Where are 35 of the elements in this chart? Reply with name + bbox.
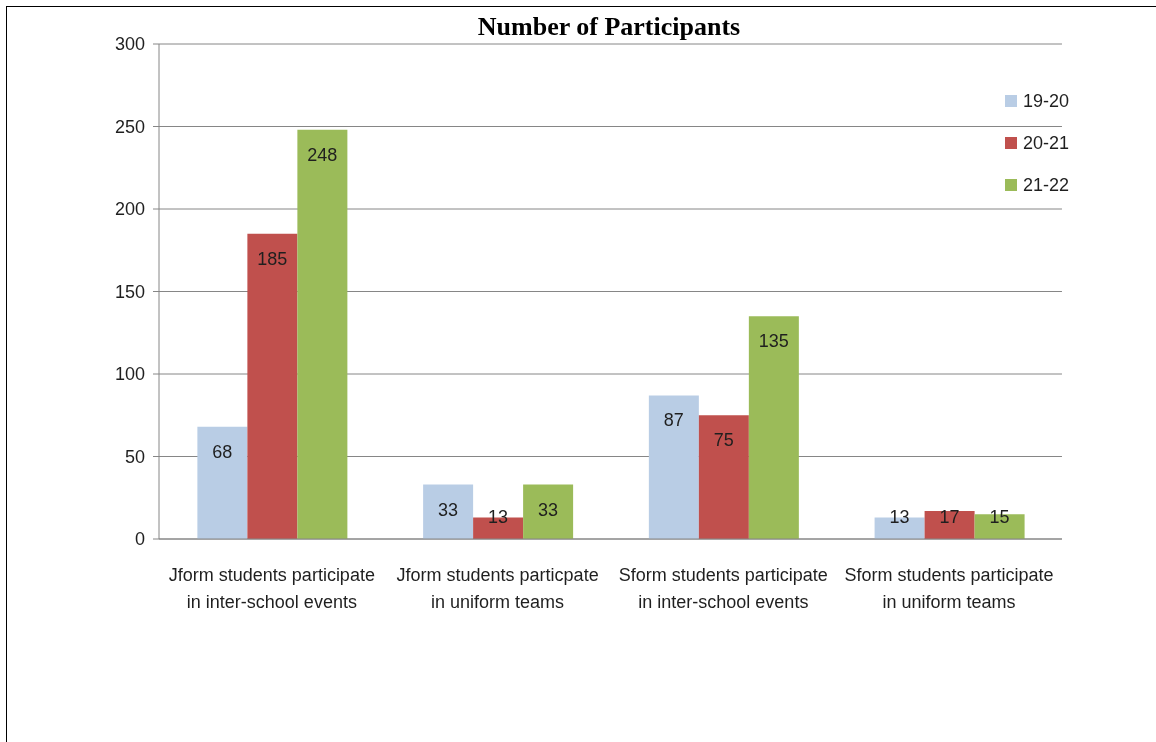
data-label: 13 (488, 507, 509, 527)
y-tick-label: 100 (114, 364, 145, 385)
data-label: 33 (538, 499, 559, 520)
data-label: 68 (212, 441, 233, 462)
x-tick-label: Sform students participate in inter-school events (618, 565, 828, 612)
legend-label: 19-20 (1022, 90, 1069, 112)
bar (297, 129, 348, 539)
y-tick-label: 50 (124, 446, 145, 467)
bar (698, 415, 749, 539)
data-label: 17 (939, 507, 960, 527)
y-tick-label: 250 (114, 116, 145, 137)
legend-label: 20-21 (1022, 132, 1069, 154)
bar (247, 233, 298, 539)
bar (648, 395, 699, 539)
legend-label: 21-22 (1022, 174, 1069, 196)
data-label: 185 (257, 248, 288, 269)
data-label: 13 (889, 507, 910, 527)
y-tick-label: 150 (114, 281, 145, 302)
x-tick-label: Jform students participate in inter-school events (168, 565, 375, 612)
y-tick-label: 200 (114, 199, 145, 220)
bar (523, 484, 574, 539)
bar (924, 510, 975, 539)
bar (748, 316, 799, 539)
x-tick-label: Sform students participate in uniform teams (844, 565, 1054, 612)
y-tick-label: 0 (134, 529, 145, 550)
bar (423, 484, 474, 539)
data-label: 248 (307, 144, 338, 165)
data-label: 87 (663, 410, 684, 431)
data-label: 75 (713, 430, 734, 451)
chart-title: Number of Participants (477, 12, 741, 41)
y-tick-label: 300 (114, 34, 145, 55)
data-label: 33 (438, 499, 459, 520)
data-label: 135 (758, 331, 789, 352)
bar (197, 426, 248, 539)
x-tick-label: Jform students particpate in uniform teams (396, 565, 599, 612)
